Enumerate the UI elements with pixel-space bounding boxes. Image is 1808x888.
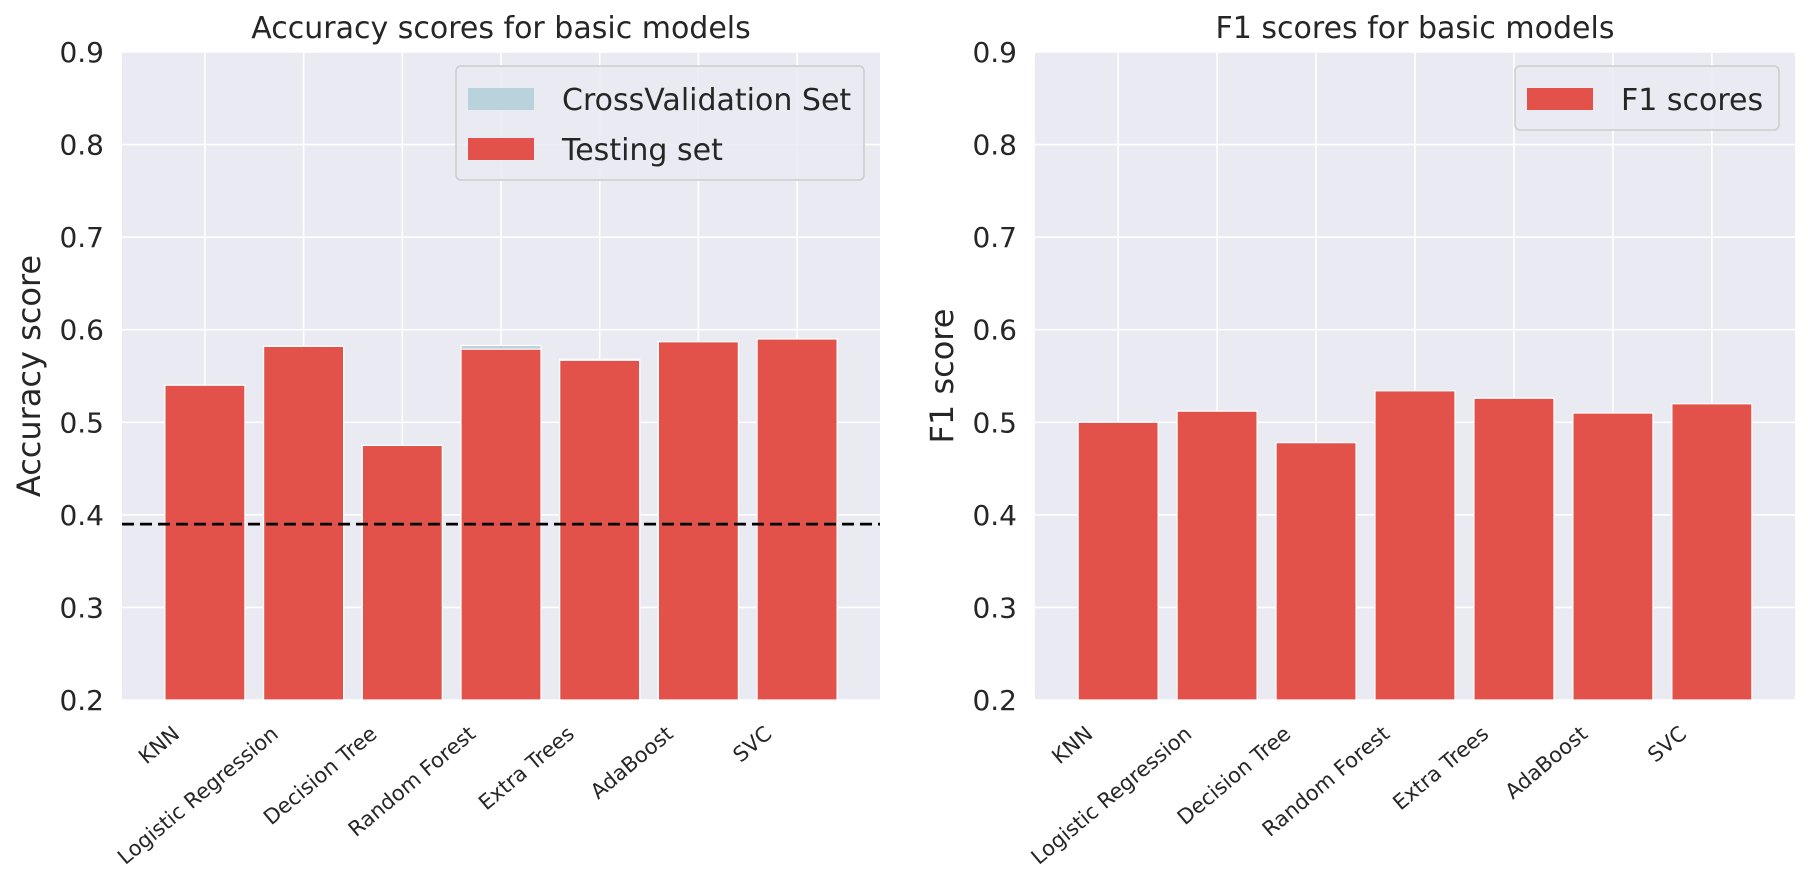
accuracy-legend: CrossValidation Set Testing set — [455, 65, 865, 181]
y-tick-label: 0.9 — [972, 36, 1017, 69]
accuracy-y-ticks: 0.2 0.3 0.4 0.5 0.6 0.7 0.8 0.9 — [59, 36, 104, 717]
bar-svc-series-0 — [1671, 403, 1753, 701]
legend-label: F1 scores — [1621, 83, 1763, 118]
legend-label: Testing set — [561, 133, 723, 168]
y-tick-label: 0.8 — [972, 129, 1017, 162]
f1-bars — [1077, 390, 1753, 701]
x-tick-label: Extra Trees — [1388, 721, 1493, 814]
y-tick-label: 0.4 — [972, 499, 1017, 532]
bar-svc-series-1 — [756, 338, 838, 701]
legend-box — [1514, 65, 1780, 131]
accuracy-bars — [164, 338, 838, 701]
x-tick-label: Extra Trees — [474, 721, 579, 814]
y-tick-label: 0.5 — [972, 406, 1017, 439]
x-tick-label: AdaBoost — [586, 721, 678, 803]
y-tick-label: 0.7 — [972, 221, 1017, 254]
bar-knn-series-0 — [1077, 421, 1159, 701]
bar-extra-trees-series-1 — [559, 359, 641, 701]
bar-knn-series-1 — [164, 384, 246, 701]
bar-logistic-regression-series-0 — [1176, 410, 1258, 701]
y-tick-label: 0.8 — [59, 129, 104, 162]
x-tick-label: KNN — [134, 721, 184, 768]
legend-swatch — [1527, 88, 1593, 110]
bar-random-forest-series-0 — [1374, 390, 1456, 701]
x-tick-label: SVC — [728, 721, 776, 767]
legend-swatch — [468, 138, 534, 160]
bar-adaboost-series-0 — [1572, 412, 1654, 701]
f1-y-axis-label: F1 score — [923, 309, 961, 444]
bar-decision-tree-series-0 — [1275, 442, 1357, 701]
y-tick-label: 0.2 — [972, 684, 1017, 717]
y-tick-label: 0.2 — [59, 684, 104, 717]
legend-label: CrossValidation Set — [562, 83, 851, 118]
y-tick-label: 0.7 — [59, 221, 104, 254]
accuracy-chart-title: Accuracy scores for basic models — [251, 11, 751, 46]
bar-extra-trees-series-0 — [1473, 397, 1555, 701]
y-tick-label: 0.4 — [59, 499, 104, 532]
x-tick-label: Logistic Regression — [113, 721, 283, 869]
accuracy-y-axis-label: Accuracy score — [10, 255, 48, 497]
legend-box — [455, 65, 865, 181]
bar-decision-tree-series-1 — [361, 444, 443, 701]
x-tick-label: AdaBoost — [1500, 721, 1592, 803]
y-tick-label: 0.9 — [59, 36, 104, 69]
x-tick-label: Logistic Regression — [1027, 721, 1197, 869]
legend-swatch — [468, 88, 534, 110]
y-tick-label: 0.3 — [59, 591, 104, 624]
f1-legend: F1 scores — [1514, 65, 1780, 131]
y-tick-label: 0.6 — [972, 314, 1017, 347]
bar-adaboost-series-1 — [657, 341, 739, 701]
f1-chart-title: F1 scores for basic models — [1216, 11, 1615, 46]
y-tick-label: 0.3 — [972, 591, 1017, 624]
y-tick-label: 0.6 — [59, 314, 104, 347]
x-tick-label: SVC — [1643, 721, 1691, 767]
f1-y-ticks: 0.2 0.3 0.4 0.5 0.6 0.7 0.8 0.9 — [972, 36, 1017, 717]
y-tick-label: 0.5 — [59, 406, 104, 439]
x-tick-label: KNN — [1047, 721, 1097, 768]
